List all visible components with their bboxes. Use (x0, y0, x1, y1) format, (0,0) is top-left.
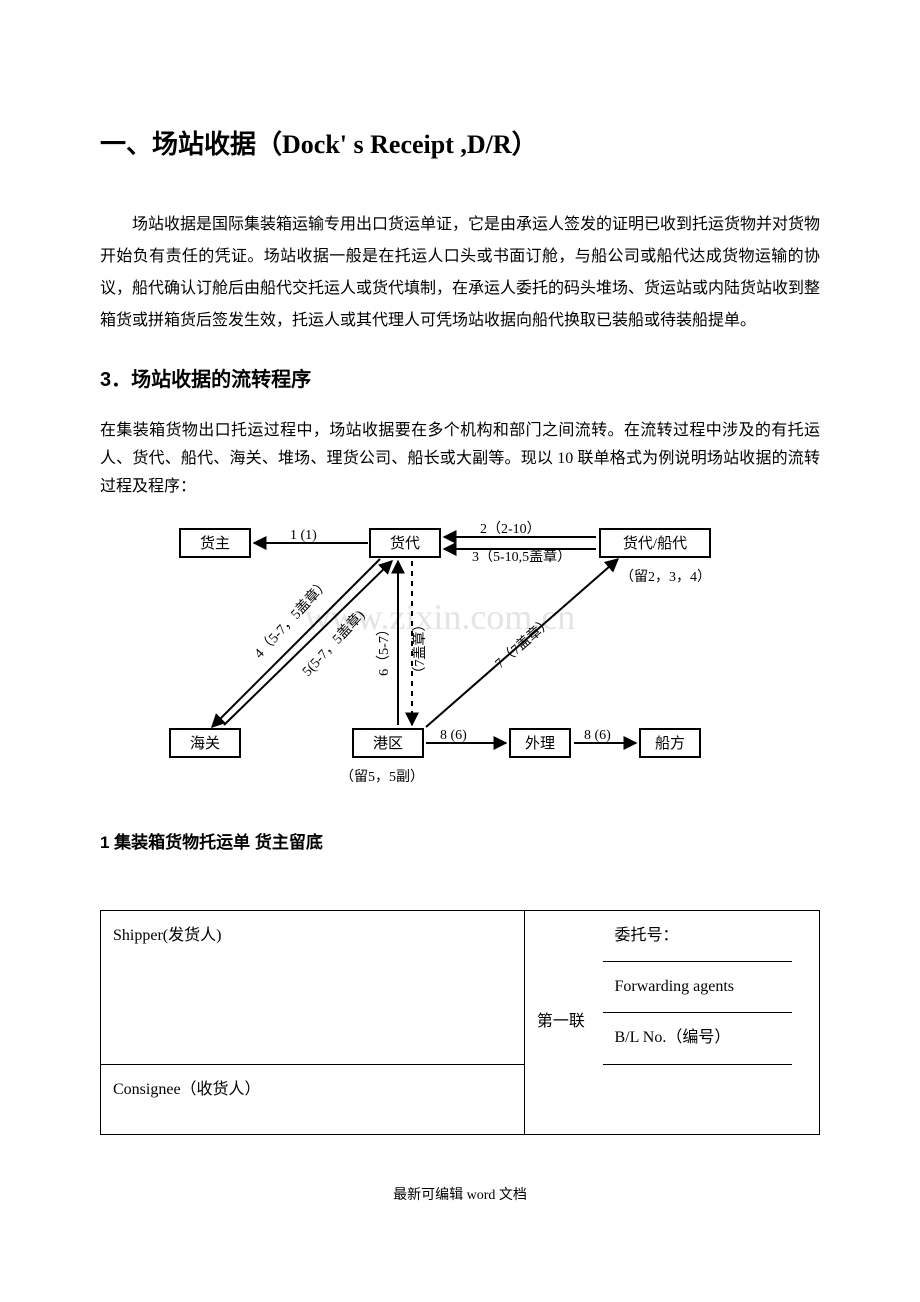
shipping-form-table: Shipper(发货人) 第一联 委托号： Forwarding agents … (100, 910, 820, 1135)
node-chuanfang: 船方 (655, 735, 685, 752)
page-footer: 最新可编辑 word 文档 (100, 1183, 820, 1210)
label-first-copy: 第一联 (537, 1013, 585, 1030)
edge-label-mid-down: （7盖章） (411, 618, 428, 681)
edge-label-2top: 2（2-10） (480, 521, 541, 537)
edge-label-1: 1 (1) (290, 528, 317, 543)
label-entrust-no: 委托号： (615, 927, 679, 944)
cell-shipper: Shipper(发货人) (101, 910, 525, 1064)
heading-main-prefix: 一、场站收据（ (100, 129, 282, 159)
intro-paragraph: 场站收据是国际集装箱运输专用出口货运单证，它是由承运人签发的证明已收到托运货物并… (100, 209, 820, 337)
cell-midcol: 第一联 (524, 910, 602, 1134)
side-note-right: （留2，3，4） (620, 569, 711, 585)
cell-right-margin (792, 910, 819, 1134)
edge-label-bot1: 8 (6) (440, 728, 467, 743)
node-huodai-chuandai: 货代/船代 (623, 535, 687, 552)
flow-diagram: www.zixin.com.cn 货主 货代 货代/船代 海关 港区 外理 船方 (140, 519, 820, 799)
cell-consignee: Consignee（收货人） (101, 1064, 525, 1134)
node-gangqu: 港区 (373, 735, 403, 752)
cell-entrust-no: 委托号： (603, 910, 793, 961)
label-forwarding-agents: Forwarding agents (615, 978, 735, 995)
edge-label-mid-up: 6（5-7） (376, 623, 392, 677)
heading-section-3: 3．场站收据的流转程序 (100, 361, 820, 399)
node-huozhu: 货主 (200, 535, 230, 552)
heading-main-suffix: ） (512, 129, 538, 159)
cell-forwarding-agents: Forwarding agents (603, 962, 793, 1013)
node-huodai: 货代 (390, 535, 420, 552)
node-haiguan: 海关 (190, 735, 220, 752)
heading-main: 一、场站收据（Dock' s Receipt ,D/R） (100, 120, 820, 169)
flow-description-paragraph: 在集装箱货物出口托运过程中，场站收据要在多个机构和部门之间流转。在流转过程中涉及… (100, 417, 820, 501)
label-consignee: Consignee（收货人） (113, 1081, 261, 1098)
heading-main-english: Dock' s Receipt ,D/R (282, 130, 512, 159)
label-bl-no: B/L No.（编号） (615, 1029, 731, 1046)
edge-label-2bot: 3（5-10,5盖章） (472, 548, 571, 565)
edge-label-bot2: 8 (6) (584, 728, 611, 743)
heading-form-1: 1 集装箱货物托运单 货主留底 (100, 827, 820, 859)
label-shipper: Shipper(发货人) (113, 927, 221, 944)
cell-bl-no: B/L No.（编号） (603, 1013, 793, 1064)
cell-empty-bottom (603, 1064, 793, 1134)
node-waili: 外理 (525, 735, 555, 752)
bottom-note: （留5，5副） (340, 769, 424, 785)
